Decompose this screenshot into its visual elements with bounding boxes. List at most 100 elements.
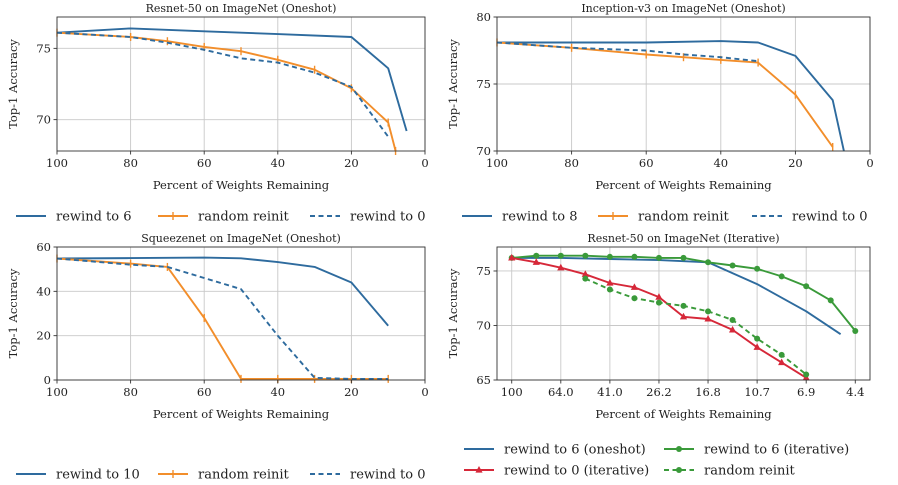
series-line-1 bbox=[56, 256, 389, 327]
series-4-point bbox=[803, 371, 810, 378]
series-3-point bbox=[655, 293, 663, 300]
series-line-1 bbox=[511, 256, 842, 335]
legend-label: rewind to 6 (iterative) bbox=[704, 443, 849, 458]
series-2-point bbox=[852, 327, 859, 334]
legend-label: random reinit bbox=[198, 210, 290, 225]
legend-label: random reinit bbox=[198, 468, 290, 483]
x-tick-label: 40 bbox=[270, 385, 285, 399]
axes-frame bbox=[56, 246, 426, 381]
x-tick-label: 40 bbox=[270, 156, 285, 170]
series-4-point bbox=[778, 351, 785, 358]
x-tick-label: 0 bbox=[421, 385, 428, 399]
series-3-point bbox=[557, 263, 565, 271]
y-tick-label: 70 bbox=[476, 318, 491, 332]
legend-label: rewind to 10 bbox=[56, 468, 140, 483]
x-tick-label: 80 bbox=[123, 156, 138, 170]
series-2-point bbox=[680, 254, 687, 261]
x-axis-label: Percent of Weights Remaining bbox=[595, 407, 772, 421]
x-tick-label: 20 bbox=[344, 385, 359, 399]
chart-panel-3: 100 80 60 40 20 0 0 20 40 60 Squeezenet on ImageNe… bbox=[6, 232, 429, 421]
legend-item: rewind to 6 (oneshot) bbox=[464, 443, 646, 458]
series-3-point bbox=[581, 270, 589, 277]
series-2-point bbox=[557, 252, 564, 259]
x-tick-label: 4.4 bbox=[846, 385, 864, 399]
series-4-point bbox=[655, 299, 662, 306]
legend-label: random reinit bbox=[638, 210, 730, 225]
series-line-3 bbox=[56, 257, 389, 380]
series-line-2 bbox=[56, 31, 397, 152]
y-tick-label: 70 bbox=[36, 113, 51, 127]
series-line-3 bbox=[56, 31, 389, 138]
x-axis-label: Percent of Weights Remaining bbox=[153, 178, 330, 192]
y-axis-label: Top-1 Accuracy bbox=[446, 39, 460, 129]
y-tick-label: 70 bbox=[476, 144, 491, 158]
legend-label: random reinit bbox=[704, 464, 796, 479]
legend-item: rewind to 0 bbox=[310, 468, 425, 483]
series-4-point bbox=[582, 275, 589, 282]
legend-label: rewind to 8 bbox=[502, 210, 577, 225]
series-2-point bbox=[606, 253, 613, 260]
series-line-2 bbox=[496, 41, 834, 148]
series-2-point bbox=[729, 262, 736, 269]
x-tick-label: 0 bbox=[421, 156, 428, 170]
chart-panel-2: 100 80 60 40 20 0 70 75 80 Inception-v3 on ImageN… bbox=[446, 2, 874, 192]
y-axis-label: Top-1 Accuracy bbox=[6, 39, 20, 129]
y-tick-label: 60 bbox=[36, 240, 51, 254]
y-axis-label: Top-1 Accuracy bbox=[446, 268, 460, 358]
series-3-point bbox=[532, 258, 540, 265]
series-2-point bbox=[803, 283, 810, 290]
x-tick-label: 6.9 bbox=[797, 385, 815, 399]
series-line-1 bbox=[56, 27, 408, 132]
x-tick-label: 60 bbox=[197, 156, 212, 170]
legend-item: rewind to 0 (iterative) bbox=[464, 464, 649, 479]
x-tick-label: 10.7 bbox=[744, 385, 770, 399]
x-tick-label: 0 bbox=[866, 156, 873, 170]
series-3-point bbox=[728, 325, 737, 333]
legend-4: rewind to 6 (oneshot) rewind to 6 (iterat… bbox=[464, 443, 849, 479]
legend-item: random reinit bbox=[158, 210, 290, 225]
series-3-point bbox=[704, 314, 712, 322]
series-4-point bbox=[680, 302, 687, 309]
chart-panel-1: 100 80 60 40 20 0 70 75 Resnet-50 on ImageNet (O… bbox=[6, 2, 429, 192]
chart-title: Squeezenet on ImageNet (Oneshot) bbox=[141, 232, 341, 245]
series-4-point bbox=[754, 335, 761, 342]
x-tick-label: 64.0 bbox=[548, 385, 574, 399]
chart-panel-4: 100 64.0 41.0 26.2 16.8 10.7 6.9 4.4 65 70 75 Resne… bbox=[446, 232, 871, 421]
legend-item: rewind to 6 bbox=[16, 210, 131, 225]
series-3-point bbox=[753, 343, 761, 350]
y-tick-label: 65 bbox=[476, 373, 491, 387]
legend-item: rewind to 0 bbox=[310, 210, 425, 225]
series-3-point bbox=[679, 312, 688, 320]
x-tick-label: 100 bbox=[46, 156, 68, 170]
x-axis-label: Percent of Weights Remaining bbox=[153, 407, 330, 421]
legend-item: random reinit bbox=[664, 464, 796, 479]
series-2-point bbox=[827, 297, 834, 304]
legend-1: rewind to 6 random reinit rewind to 0 bbox=[16, 210, 425, 225]
legend-item: rewind to 10 bbox=[16, 468, 140, 483]
x-tick-label: 80 bbox=[564, 156, 579, 170]
y-tick-label: 40 bbox=[36, 284, 51, 298]
x-tick-label: 16.8 bbox=[695, 385, 721, 399]
legend-label: rewind to 0 bbox=[350, 210, 425, 225]
series-4-point bbox=[705, 308, 712, 315]
series-line-4 bbox=[584, 277, 807, 376]
legend-item: rewind to 8 bbox=[462, 210, 577, 225]
y-tick-label: 75 bbox=[476, 264, 491, 278]
series-2-point bbox=[705, 259, 712, 266]
legend-label: rewind to 0 bbox=[792, 210, 867, 225]
legend-label: rewind to 6 bbox=[56, 210, 131, 225]
legend-marker bbox=[676, 467, 682, 473]
legend-item: rewind to 6 (iterative) bbox=[664, 443, 849, 458]
x-axis-label: Percent of Weights Remaining bbox=[595, 178, 772, 192]
x-tick-label: 100 bbox=[46, 385, 68, 399]
x-tick-label: 60 bbox=[197, 385, 212, 399]
x-tick-label: 20 bbox=[344, 156, 359, 170]
series-2-point bbox=[631, 253, 638, 260]
legend-item: random reinit bbox=[598, 210, 730, 225]
x-tick-label: 41.0 bbox=[597, 385, 623, 399]
series-2-point bbox=[582, 252, 589, 259]
legend-label: rewind to 0 (iterative) bbox=[504, 464, 649, 479]
series-3-point bbox=[606, 278, 614, 286]
x-tick-label: 26.2 bbox=[646, 385, 672, 399]
